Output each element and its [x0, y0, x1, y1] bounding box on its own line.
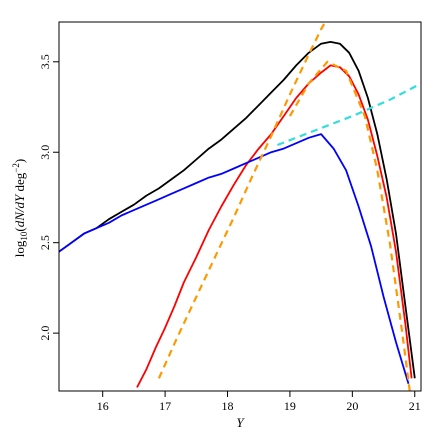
- plot-frame: [58, 21, 422, 392]
- series-line-4: [157, 22, 327, 379]
- x-axis-label: Y: [236, 415, 245, 430]
- y-tick-label: 3.0: [38, 145, 52, 160]
- x-tick-label: 20: [346, 399, 358, 413]
- y-tick-label: 2.5: [38, 235, 52, 250]
- series-line-6: [277, 82, 421, 147]
- x-tick-label: 19: [284, 399, 296, 413]
- x-tick-label: 16: [97, 399, 109, 413]
- series-line-3: [59, 133, 410, 385]
- svg-text:log10(dN/dY deg−2): log10(dN/dY deg−2): [11, 159, 29, 257]
- x-tick-label: 18: [222, 399, 234, 413]
- y-axis: 2.0 2.5 3.0 3.5: [38, 54, 59, 341]
- x-tick-label: 21: [409, 399, 421, 413]
- series-line-5: [288, 60, 411, 391]
- y-tick-label: 2.0: [38, 326, 52, 341]
- x-axis: 16 17 18 19 20 21: [97, 391, 421, 413]
- y-axis-label: log10(dN/dY deg−2): [11, 159, 29, 257]
- series-line-2: [136, 64, 413, 388]
- y-tick-label: 3.5: [38, 54, 52, 69]
- x-tick-label: 17: [159, 399, 171, 413]
- series-layer: [59, 22, 421, 391]
- series-line-1: [59, 41, 416, 379]
